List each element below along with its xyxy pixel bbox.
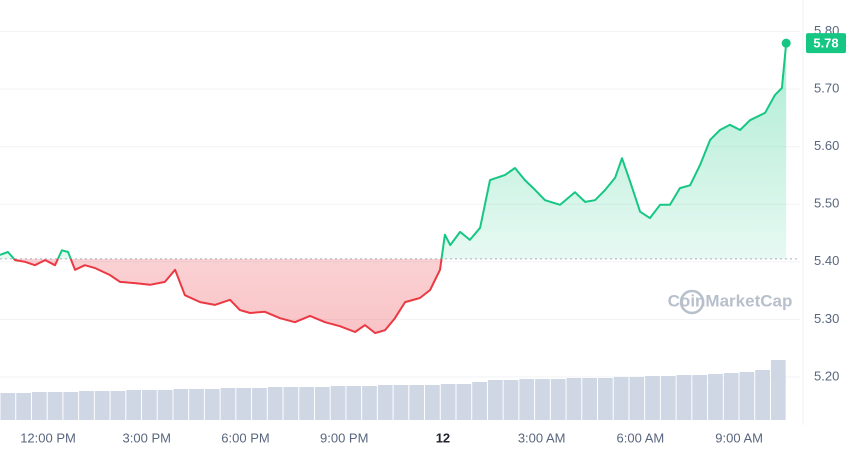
volume-bar bbox=[676, 375, 692, 420]
volume-bar bbox=[157, 390, 173, 420]
y-tick-label: 5.20 bbox=[814, 368, 839, 383]
volume-bar bbox=[566, 378, 582, 420]
volume-bar bbox=[142, 390, 157, 420]
volume-bar bbox=[770, 360, 786, 420]
x-tick-label: 12 bbox=[436, 430, 450, 445]
volume-bar bbox=[31, 392, 47, 420]
volume-bar bbox=[535, 379, 550, 420]
price-line bbox=[12, 258, 443, 335]
last-point bbox=[781, 38, 791, 48]
volume-bar bbox=[299, 387, 314, 420]
volume-bar bbox=[550, 379, 566, 420]
x-tick-label: 9:00 PM bbox=[320, 430, 368, 445]
volume-bar bbox=[425, 385, 440, 420]
volume-bar bbox=[189, 389, 204, 420]
x-tick-label: 3:00 AM bbox=[518, 430, 566, 445]
x-tick-label: 3:00 PM bbox=[123, 430, 171, 445]
volume-bar bbox=[330, 386, 346, 420]
x-tick-label: 9:00 AM bbox=[715, 430, 763, 445]
y-tick-label: 5.40 bbox=[814, 253, 839, 268]
volume-bar bbox=[456, 384, 472, 420]
volume-bar bbox=[613, 377, 629, 420]
volume-bar bbox=[16, 393, 31, 420]
volume-bar bbox=[362, 386, 377, 420]
price-badge bbox=[806, 33, 846, 54]
volume-bar bbox=[252, 388, 267, 420]
volume-bar bbox=[487, 380, 503, 420]
volume-bar bbox=[126, 390, 142, 420]
x-tick-label: 6:00 AM bbox=[617, 430, 665, 445]
price-label: 5.78 bbox=[813, 36, 838, 51]
volume-bar bbox=[660, 376, 676, 420]
volume-bar bbox=[739, 372, 755, 420]
volume-bar bbox=[472, 382, 487, 420]
volume-bar bbox=[393, 385, 409, 420]
volume-bar bbox=[346, 386, 362, 420]
x-tick-label: 6:00 PM bbox=[221, 430, 269, 445]
x-tick-label: 12:00 PM bbox=[20, 430, 76, 445]
volume-bar bbox=[283, 387, 299, 420]
volume-bar bbox=[409, 385, 425, 420]
volume-bar bbox=[755, 370, 770, 420]
volume-bar bbox=[377, 385, 393, 420]
volume-bar bbox=[110, 391, 126, 420]
volume-bar bbox=[645, 376, 660, 420]
volume-bar bbox=[582, 378, 597, 420]
price-area bbox=[14, 258, 442, 334]
price-line bbox=[0, 43, 788, 259]
volume-bar bbox=[440, 384, 456, 420]
watermark: CoinMarketCap bbox=[668, 291, 793, 310]
volume-bar bbox=[629, 377, 645, 420]
volume-bar bbox=[204, 389, 220, 420]
volume-bar bbox=[503, 380, 519, 420]
watermark-logo bbox=[679, 289, 705, 315]
y-tick-label: 5.50 bbox=[814, 196, 839, 211]
volume-bar bbox=[723, 373, 739, 420]
volume-bar bbox=[0, 393, 16, 420]
volume-bar bbox=[314, 387, 330, 420]
volume-bar bbox=[519, 379, 535, 420]
volume-bar bbox=[692, 375, 708, 420]
volume-bar bbox=[236, 388, 252, 420]
volume-bar bbox=[47, 392, 63, 420]
volume-bar bbox=[220, 388, 236, 420]
price-area bbox=[0, 43, 787, 259]
y-tick-label: 5.30 bbox=[814, 311, 839, 326]
volume-bar bbox=[79, 391, 94, 420]
volume-bar bbox=[173, 389, 189, 420]
volume-bar bbox=[267, 387, 283, 420]
volume-bar bbox=[63, 392, 79, 420]
volume-bar bbox=[708, 374, 723, 420]
volume-bar bbox=[597, 378, 613, 420]
volume-bar bbox=[94, 391, 110, 420]
y-tick-label: 5.70 bbox=[814, 81, 839, 96]
y-tick-label: 5.60 bbox=[814, 138, 839, 153]
